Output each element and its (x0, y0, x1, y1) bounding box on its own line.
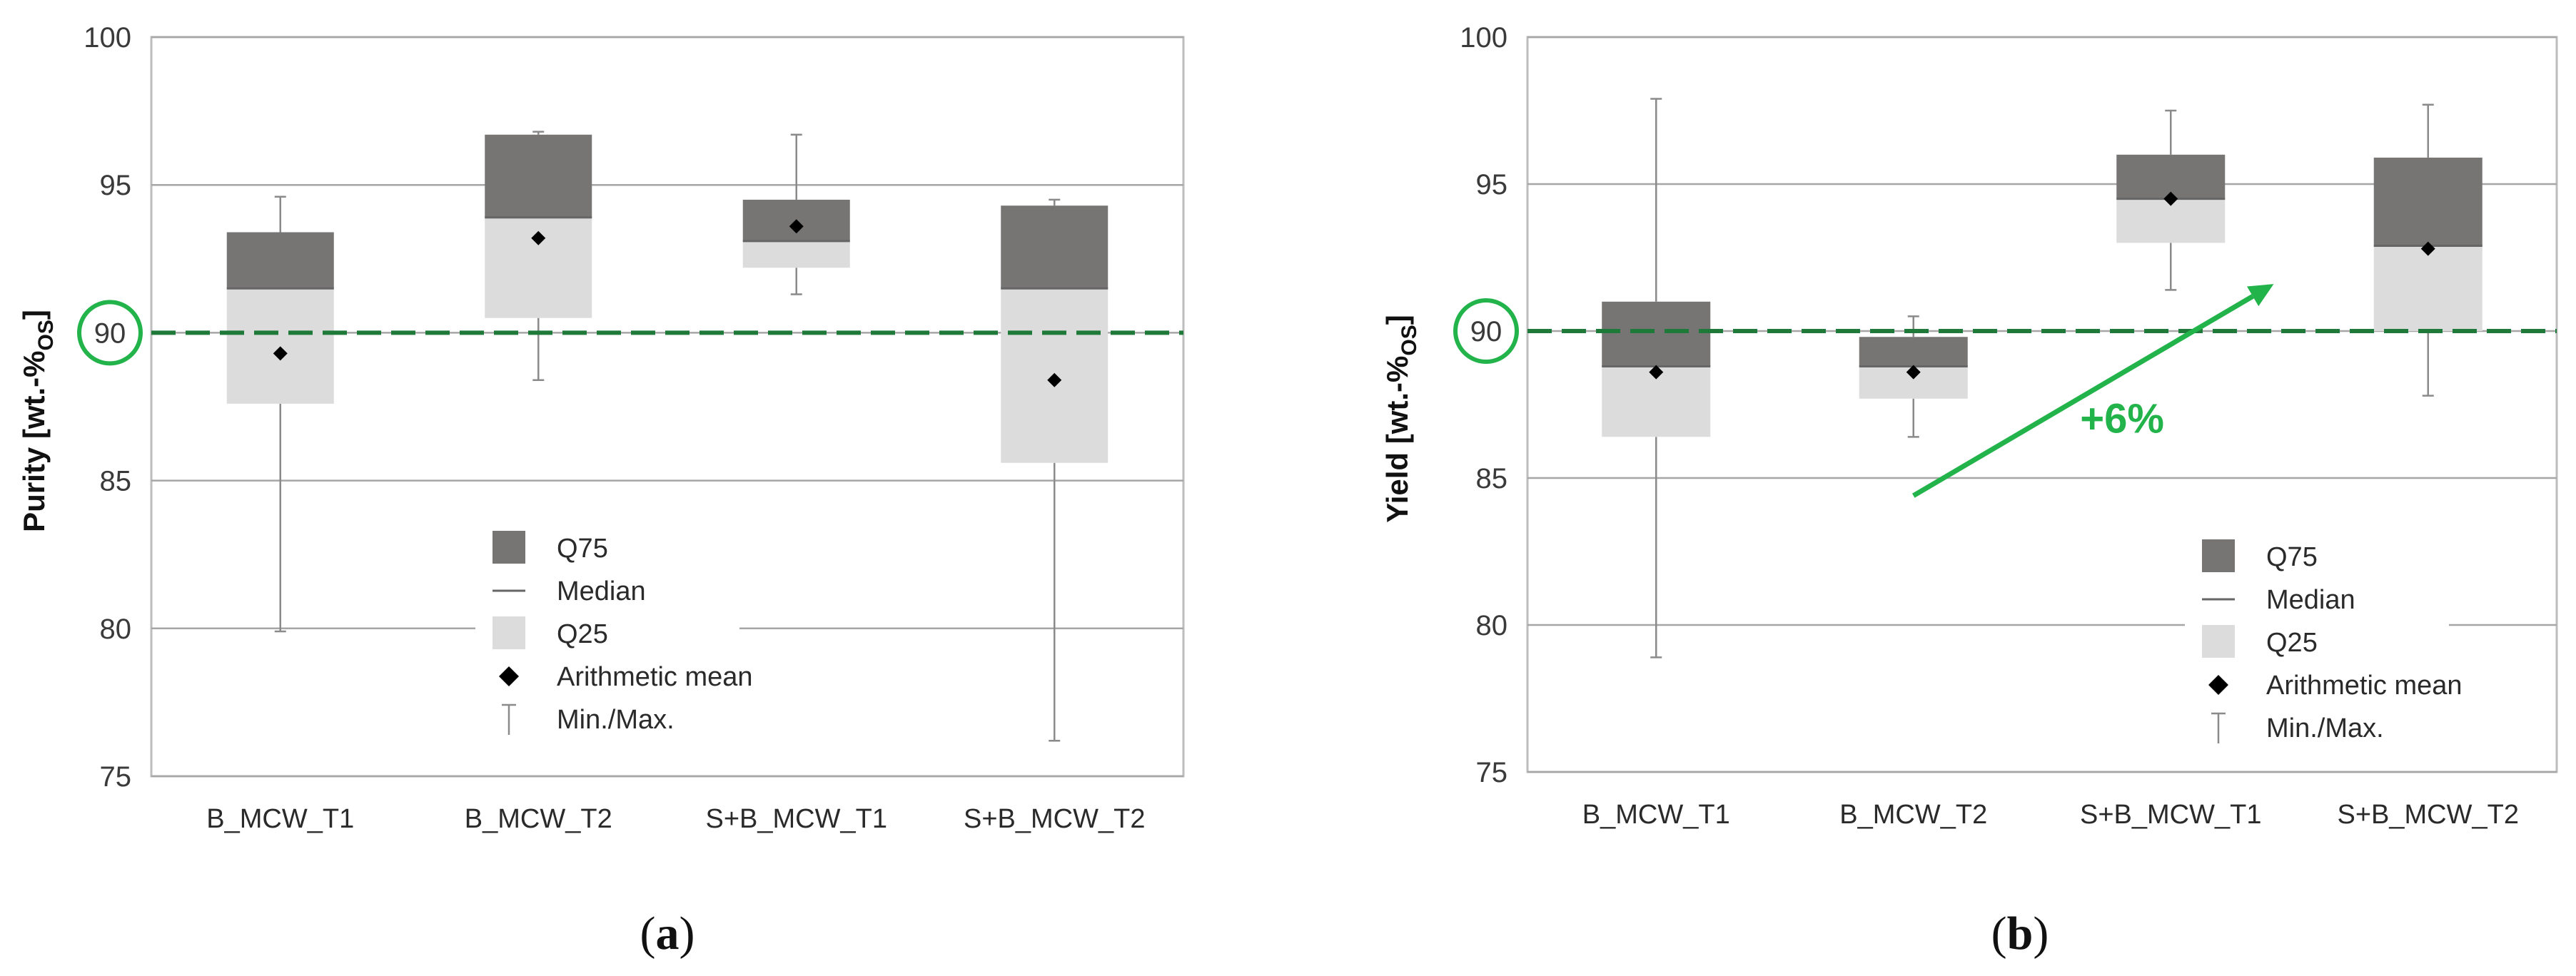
x-tick-label: B_MCW_T2 (465, 804, 612, 834)
y-tick-label: 90 (94, 317, 126, 349)
mean-marker (531, 230, 546, 245)
panel-label-letter: b (2007, 908, 2034, 960)
box-q25 (742, 240, 850, 268)
legend-label-q75: Q75 (557, 534, 608, 564)
y-tick-label: 95 (100, 170, 132, 201)
box-q75 (1001, 205, 1108, 289)
y-tick-label: 100 (84, 22, 131, 54)
panel-label-open: ( (1991, 908, 2007, 960)
panel-label-close: ) (680, 908, 695, 960)
x-tick-label: S+B_MCW_T2 (964, 804, 1145, 834)
mean-marker (2163, 191, 2178, 206)
y-axis-label-end: ] (17, 310, 51, 320)
panel-label-open: ( (640, 908, 656, 960)
annotation-arrow-head (2247, 284, 2274, 307)
legend-label-median: Median (557, 576, 646, 606)
mean-marker (789, 219, 804, 234)
mean-marker (273, 346, 288, 361)
x-tick-label: S+B_MCW_T1 (706, 804, 887, 834)
box-q25 (2373, 245, 2482, 331)
y-axis-label: Yield [wt.-%OS] (1380, 315, 1421, 522)
annotation-label: +6% (2080, 395, 2164, 442)
panel-label: (a) (640, 908, 695, 960)
box-q75 (485, 134, 592, 218)
legend-label-median: Median (2266, 585, 2355, 615)
y-tick-label: 75 (1476, 757, 1508, 788)
box-B_MCW_T1 (226, 195, 334, 633)
y-axis-label: Purity [wt.-%OS] (17, 310, 58, 532)
y-tick-label: 90 (1470, 316, 1502, 347)
box-S+B_MCW_T2 (2373, 103, 2482, 397)
legend-swatch-mean (2208, 675, 2228, 695)
box-S+B_MCW_T1 (742, 133, 850, 295)
chart-panel-a: 75 80 85 90 95 100 B_MCW_T1 B_MCW_T2 S+B_MCW_T1 S… (17, 22, 1185, 960)
y-axis-label-main: Yield [wt.-% (1380, 356, 1414, 523)
box-S+B_MCW_T2 (1001, 198, 1108, 742)
x-tick-label: B_MCW_T1 (1582, 800, 1730, 830)
box-B_MCW_T1 (1602, 98, 1711, 659)
box-S+B_MCW_T1 (2116, 109, 2226, 291)
annotation-arrow-line (1911, 294, 2254, 498)
box-q75 (226, 232, 334, 289)
x-tick-label: B_MCW_T1 (206, 804, 354, 834)
y-tick-label: 80 (1476, 610, 1508, 641)
legend-label-q25: Q25 (2266, 628, 2318, 658)
x-tick-label: S+B_MCW_T2 (2338, 800, 2519, 830)
y-tick-label: 85 (1476, 463, 1508, 494)
legend-label-mean: Arithmetic mean (2266, 671, 2463, 701)
legend-label-minmax: Min./Max. (557, 705, 675, 735)
legend-swatch-q25 (493, 616, 525, 649)
box-q75 (1859, 337, 1968, 367)
y-tick-label: 80 (100, 614, 132, 645)
legend-swatch-mean (499, 666, 519, 686)
box-q25 (226, 288, 334, 404)
y-axis-label-end: ] (1380, 315, 1414, 325)
y-axis-label-sub: OS (34, 320, 58, 350)
y-tick-label: 85 (100, 466, 132, 497)
panel-label: (b) (1991, 908, 2049, 960)
y-tick-label: 100 (1460, 22, 1507, 54)
y-axis-label-main: Purity [wt.-% (17, 351, 51, 532)
chart-panel-b: 75 80 85 90 95 100 B_MCW_T1 B_MCW_T2 S+B_MCW_T1 S… (1380, 22, 2558, 960)
y-tick-label: 95 (1476, 169, 1508, 200)
legend-label-mean: Arithmetic mean (557, 662, 753, 692)
box-q75 (1602, 301, 1711, 367)
mean-marker (1649, 365, 1664, 380)
legend-swatch-q75 (493, 531, 525, 564)
box-B_MCW_T2 (1859, 315, 1968, 438)
target-highlight-circle (1453, 298, 1519, 364)
x-tick-label: B_MCW_T2 (1839, 800, 1987, 830)
panel-label-letter: a (656, 908, 680, 960)
panel-label-close: ) (2033, 908, 2049, 960)
box-B_MCW_T2 (485, 131, 592, 381)
legend-label-q25: Q25 (557, 619, 608, 649)
mean-marker (1047, 372, 1062, 387)
y-tick-label: 75 (100, 761, 132, 793)
legend-swatch-q25 (2202, 625, 2235, 658)
y-axis-label-sub: OS (1398, 325, 1421, 355)
target-highlight-circle (77, 300, 143, 366)
legend: Q75 Median Q25 Arithmetic mean Min./Max. (2185, 531, 2463, 766)
mean-marker (1906, 365, 1921, 380)
legend-swatch-q75 (2202, 539, 2235, 572)
box-q75 (2373, 157, 2482, 246)
mean-marker (2420, 241, 2435, 256)
legend: Q75 Median Q25 Arithmetic mean Min./Max. (475, 522, 753, 758)
box-q75 (2116, 154, 2226, 199)
box-q25 (2116, 198, 2226, 243)
x-tick-label: S+B_MCW_T1 (2080, 800, 2261, 830)
legend-label-q75: Q75 (2266, 542, 2318, 572)
legend-label-minmax: Min./Max. (2266, 713, 2384, 743)
